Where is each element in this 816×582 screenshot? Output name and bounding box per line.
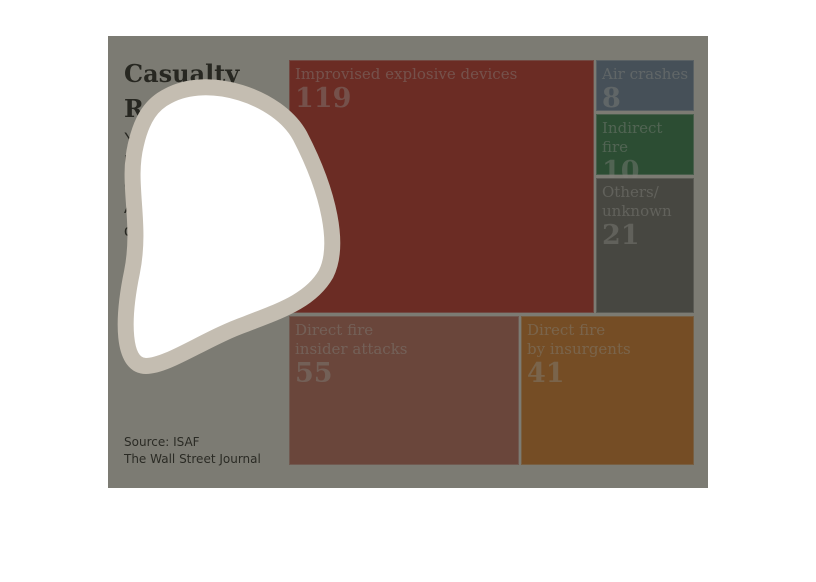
- tile-label-text: Indirect fire: [602, 119, 663, 156]
- tile-value: 21: [602, 220, 640, 251]
- source-note: Source: ISAF The Wall Street Journal: [124, 434, 261, 468]
- tile-label: Indirect fire 10: [602, 119, 689, 187]
- tile-label: Improvised explosive devices 119: [295, 65, 589, 114]
- tile-ieds: Improvised explosive devices 119: [289, 60, 594, 313]
- tile-air-crashes: Air crashes 8: [596, 60, 694, 114]
- tile-indirect-fire: Indirect fire 10: [596, 114, 694, 187]
- treemap-chart: Improvised explosive devices 119 Air crash…: [289, 60, 694, 465]
- tile-value: 41: [527, 358, 565, 389]
- tile-insurgents: Direct fire by insurgents 41: [521, 316, 694, 465]
- chart-card: Casualty Report Year-to-date battlefield…: [108, 36, 708, 488]
- chart-subtitle: Year-to-date battlefield deaths of coali…: [124, 129, 272, 240]
- chart-title: Casualty Report: [124, 59, 240, 123]
- tile-value: 8: [602, 83, 621, 114]
- tile-others-unknown: Others/ unknown 21: [596, 178, 694, 313]
- tile-insider-attacks: Direct fire insider attacks 55: [289, 316, 519, 465]
- tile-value: 55: [295, 358, 333, 389]
- tile-label-text: Air crashes: [602, 65, 689, 83]
- tile-value: 119: [295, 83, 352, 114]
- tile-label: Direct fire insider attacks 55: [295, 321, 514, 389]
- tile-label: Direct fire by insurgents 41: [527, 321, 689, 389]
- tile-label-text: Others/ unknown: [602, 183, 672, 220]
- tile-label: Air crashes 8: [602, 65, 689, 114]
- tile-label-text: Improvised explosive devices: [295, 65, 518, 83]
- tile-label-text: Direct fire insider attacks: [295, 321, 408, 358]
- tile-label-text: Direct fire by insurgents: [527, 321, 631, 358]
- tile-label: Others/ unknown 21: [602, 183, 689, 251]
- source-label: Source: ISAF: [124, 435, 200, 449]
- publisher-label: The Wall Street Journal: [124, 452, 261, 466]
